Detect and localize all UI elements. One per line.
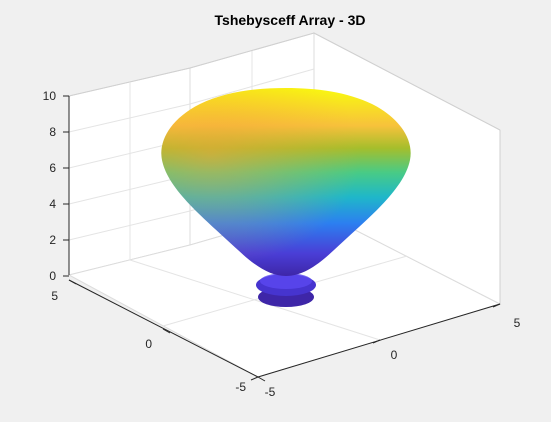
chart-title: Tshebysceff Array - 3D	[215, 12, 366, 28]
z-tick-2: 2	[49, 233, 56, 247]
side-lobe-upper-top	[260, 273, 312, 289]
surface-main-lobe	[161, 88, 411, 307]
y-axis-ticks	[68, 279, 266, 382]
z-tick-8: 8	[49, 125, 56, 139]
x-axis-tick-labels: -5 0 5	[265, 316, 521, 399]
y-tick-0: 0	[145, 337, 152, 351]
x-tick-neg5: -5	[265, 385, 276, 399]
main-lobe-shading	[161, 88, 411, 276]
x-tick-5: 5	[514, 316, 521, 330]
z-axis-ticks	[63, 95, 69, 277]
x-axis-ticks	[250, 303, 501, 381]
z-tick-6: 6	[49, 161, 56, 175]
z-tick-0: 0	[49, 269, 56, 283]
y-tick-neg5: -5	[235, 380, 246, 394]
y-axis-tick-labels: 5 0 -5	[51, 289, 246, 394]
z-tick-4: 4	[49, 197, 56, 211]
z-axis-tick-labels: 0 2 4 6 8 10	[43, 89, 57, 283]
x-tick-0: 0	[391, 348, 398, 362]
y-tick-5: 5	[51, 289, 58, 303]
z-tick-10: 10	[43, 89, 57, 103]
